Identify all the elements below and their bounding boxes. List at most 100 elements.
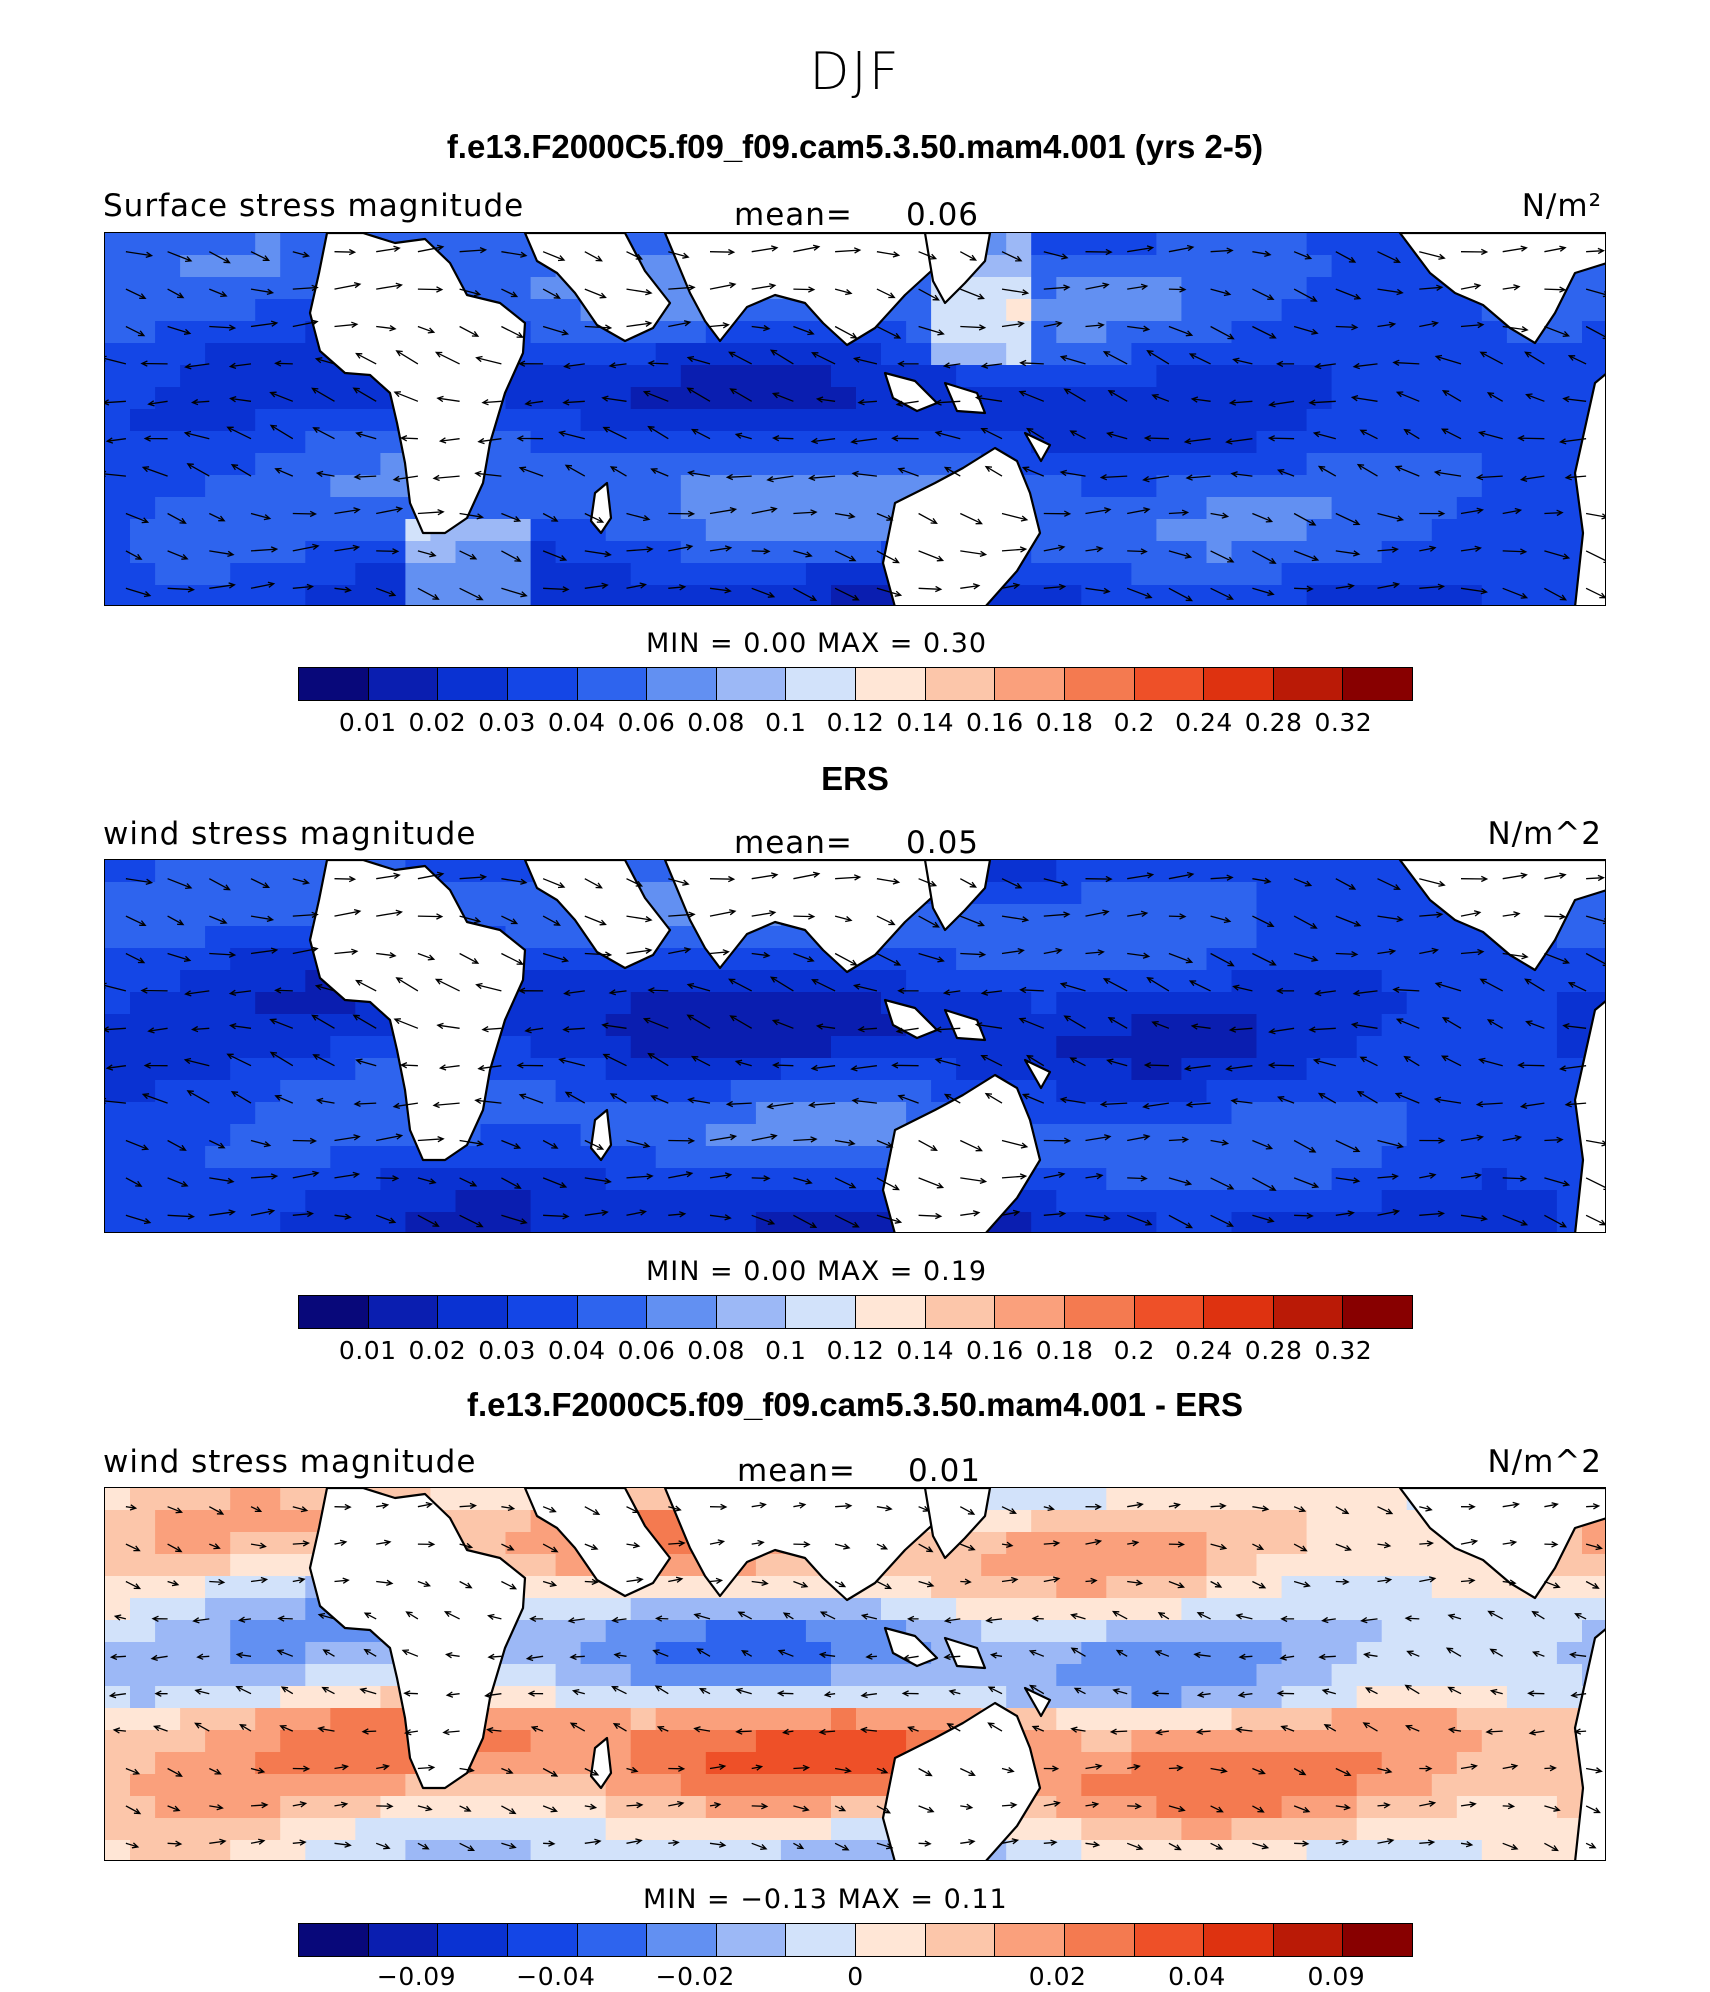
colorbar-swatch (299, 1296, 369, 1328)
colorbar-swatch (1134, 1924, 1205, 1956)
panel-2-mean-label: mean= (734, 825, 853, 861)
colorbar-tick-label: 0.32 (1314, 1336, 1373, 1365)
panel-2-units: N/m^2 (1487, 816, 1602, 852)
colorbar-tick-label: 0.04 (547, 708, 606, 737)
panel-3-minmax: MIN = −0.13 MAX = 0.11 (643, 1884, 1008, 1915)
colorbar-swatch (647, 1296, 717, 1328)
colorbar-swatch (995, 1296, 1065, 1328)
panel-2-minmax: MIN = 0.00 MAX = 0.19 (646, 1256, 988, 1287)
colorbar-swatch (577, 1296, 648, 1328)
colorbar-swatch (368, 1296, 439, 1328)
coastline-landmass (523, 1488, 672, 1598)
coastline-landmass (1023, 1058, 1052, 1090)
colorbar-tick-label: 0.12 (826, 708, 885, 737)
coastline-landmass (308, 1488, 527, 1790)
colorbar-swatch (368, 1924, 439, 1956)
colorbar-swatch (1204, 668, 1274, 700)
colorbar-tick-label: 0 (847, 1962, 864, 1991)
colorbar-swatch (786, 668, 856, 700)
coastline-landmass (308, 233, 527, 535)
colorbar-tick-label: 0.12 (826, 1336, 885, 1365)
colorbar-swatch (1064, 668, 1135, 700)
colorbar-swatch (1134, 1296, 1205, 1328)
colorbar-swatch (647, 1924, 717, 1956)
coastline-landmass (308, 860, 527, 1162)
colorbar-swatch (716, 668, 787, 700)
colorbar-swatch (577, 668, 648, 700)
colorbar-tick-label: −0.09 (376, 1962, 457, 1991)
colorbar-swatch (438, 1924, 508, 1956)
coastline-landmass (883, 1626, 939, 1668)
colorbar-tick-label: 0.14 (896, 1336, 955, 1365)
colorbar-swatch (1273, 1296, 1344, 1328)
colorbar-tick-label: 0.09 (1307, 1962, 1366, 1991)
colorbar-swatch (1064, 1924, 1135, 1956)
panel-3-map (104, 1487, 1606, 1861)
coastline-landmass (923, 233, 992, 305)
panel-2-colorbar-ticks: 0.01 0.02 0.03 0.04 0.06 0.08 0.1 0.12 0.14 0.16 0… (298, 1336, 1413, 1366)
panel-3-units: N/m^2 (1487, 1444, 1602, 1480)
colorbar-swatch (299, 668, 369, 700)
panel-1-map (104, 232, 1606, 606)
panel-2-title: ERS (821, 760, 889, 797)
colorbar-tick-label: 0.01 (338, 1336, 397, 1365)
colorbar-swatch (716, 1924, 787, 1956)
colorbar-tick-label: 0.08 (687, 708, 745, 737)
panel-1-minmax: MIN = 0.00 MAX = 0.30 (646, 628, 988, 659)
colorbar-swatch (1343, 668, 1412, 700)
panel-2-map (104, 859, 1606, 1233)
panel-2-colorbar (298, 1295, 1413, 1329)
colorbar-tick-label: 0.01 (338, 708, 397, 737)
colorbar-swatch (1343, 1296, 1412, 1328)
colorbar-tick-label: 0.2 (1113, 708, 1155, 737)
colorbar-tick-label: 0.28 (1244, 708, 1303, 737)
colorbar-swatch (1343, 1924, 1412, 1956)
colorbar-swatch (368, 668, 439, 700)
panel-1-colorbar (298, 667, 1413, 701)
colorbar-tick-label: 0.18 (1035, 1336, 1094, 1365)
colorbar-swatch (1134, 668, 1205, 700)
colorbar-tick-label: 0.32 (1314, 708, 1373, 737)
colorbar-swatch (1204, 1924, 1274, 1956)
season-title: DJF (809, 42, 901, 102)
colorbar-swatch (1064, 1296, 1135, 1328)
colorbar-tick-label: 0.16 (966, 708, 1024, 737)
colorbar-swatch (995, 668, 1065, 700)
map-canvas (105, 1488, 1605, 1860)
colorbar-tick-label: 0.02 (1028, 1962, 1087, 1991)
colorbar-tick-label: 0.04 (547, 1336, 606, 1365)
coastline-landmass (1398, 860, 1605, 972)
colorbar-swatch (995, 1924, 1065, 1956)
colorbar-swatch (1273, 668, 1344, 700)
colorbar-tick-label: 0.16 (966, 1336, 1024, 1365)
colorbar-swatch (507, 1296, 578, 1328)
colorbar-tick-label: 0.03 (478, 1336, 536, 1365)
colorbar-swatch (507, 668, 578, 700)
panel-3-variable-label: wind stress magnitude (103, 1444, 477, 1480)
colorbar-tick-label: −0.04 (516, 1962, 596, 1991)
panel-1-title: f.e13.F2000C5.f09_f09.cam5.3.50.mam4.001… (446, 128, 1264, 165)
colorbar-swatch (925, 668, 996, 700)
panel-1-units: N/m² (1521, 188, 1602, 224)
colorbar-tick-label: 0.06 (617, 708, 676, 737)
panel-2-variable-label: wind stress magnitude (103, 816, 477, 852)
panel-3-colorbar-ticks: −0.09 −0.04 −0.02 0 0.02 0.04 0.09 (298, 1962, 1413, 1992)
coastline-landmass (1573, 1628, 1605, 1860)
colorbar-swatch (856, 1924, 926, 1956)
colorbar-swatch (507, 1924, 578, 1956)
colorbar-swatch (786, 1924, 856, 1956)
panel-1-mean-label: mean= (734, 197, 853, 233)
stress-vectors (105, 871, 1605, 1229)
colorbar-tick-label: 0.02 (408, 1336, 467, 1365)
colorbar-tick-label: 0.03 (478, 708, 536, 737)
colorbar-tick-label: 0.24 (1175, 708, 1233, 737)
stress-vectors (105, 244, 1605, 602)
colorbar-tick-label: 0.2 (1113, 1336, 1155, 1365)
coastline-landmass (883, 998, 939, 1040)
colorbar-swatch (856, 668, 926, 700)
colorbar-swatch (925, 1296, 996, 1328)
coastline-landmass (923, 860, 992, 932)
panel-2-mean-value: 0.05 (906, 825, 980, 861)
coastline-landmass (1398, 233, 1605, 345)
colorbar-swatch (716, 1296, 787, 1328)
